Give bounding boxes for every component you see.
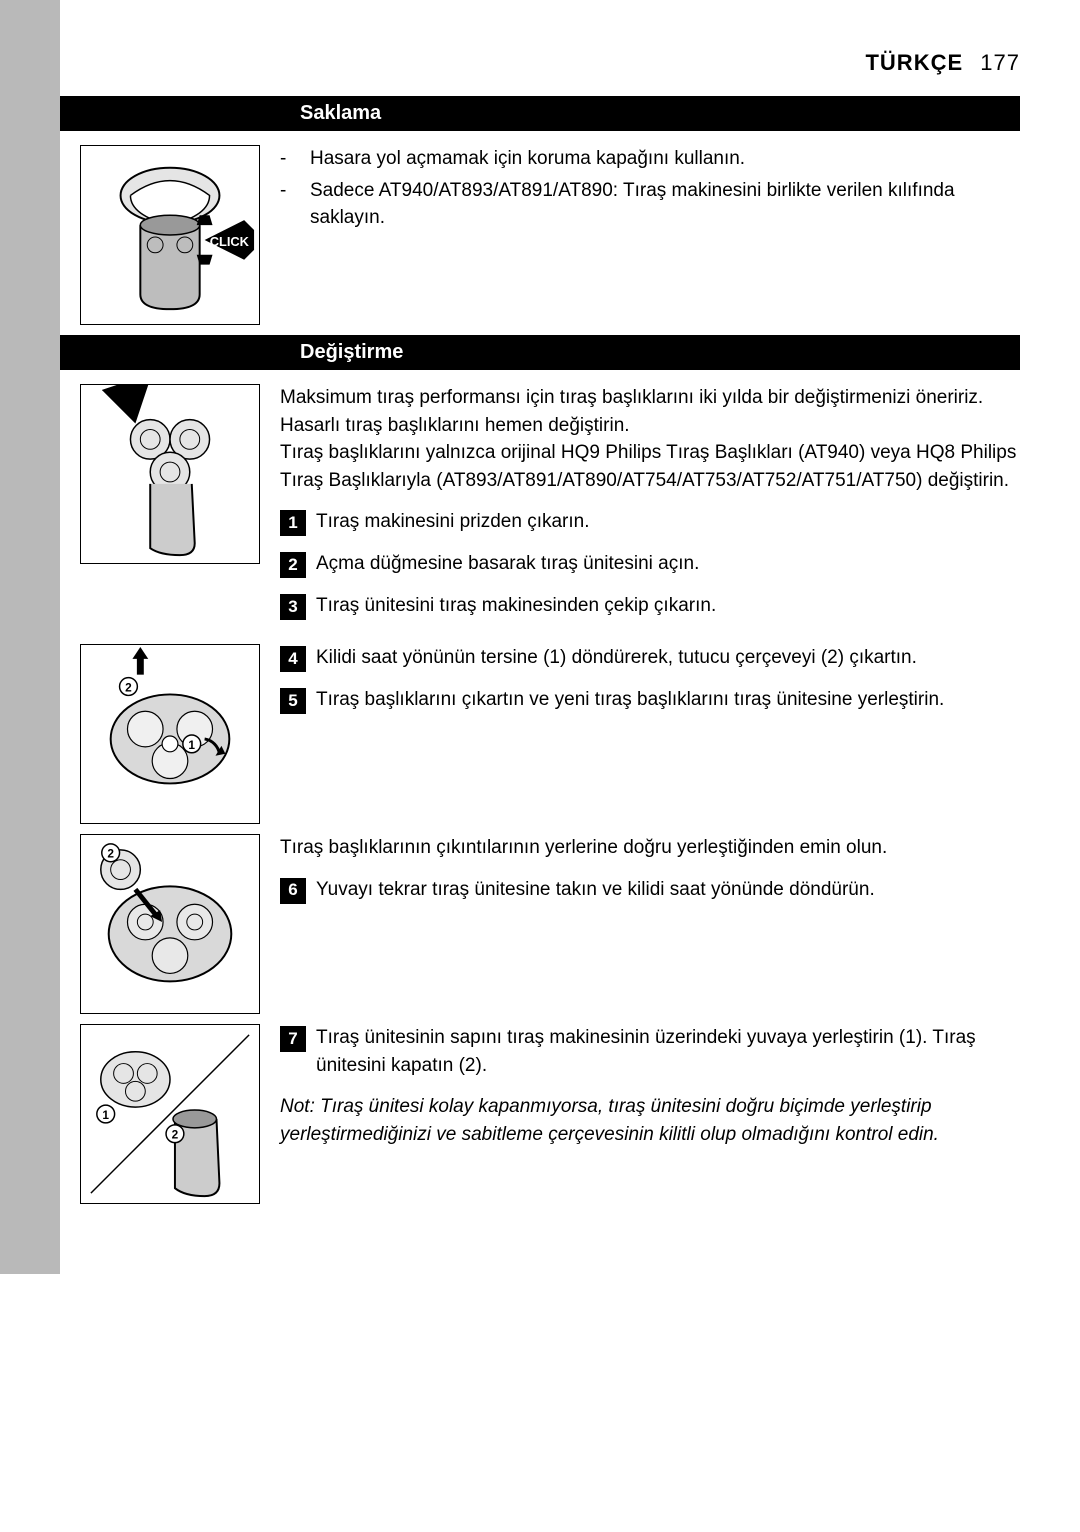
step-number-icon: 1	[280, 510, 306, 536]
svg-text:1: 1	[102, 1108, 109, 1122]
illustration-saklama-click: CLICK	[80, 145, 260, 325]
svg-text:2: 2	[107, 847, 114, 861]
bullet-text: Hasara yol açmamak için koruma kapağını …	[310, 145, 745, 173]
left-margin-bar	[0, 0, 60, 1274]
list-item: -Sadece AT940/AT893/AT891/AT890: Tıraş m…	[280, 177, 1020, 232]
section-degistirme: Değiştirme	[60, 335, 1020, 1204]
manual-page: TÜRKÇE 177 Saklama	[0, 0, 1080, 1274]
click-label: CLICK	[210, 234, 250, 249]
step-text: Yuvayı tekrar tıraş ünitesine takın ve k…	[316, 876, 1020, 904]
step-number-icon: 7	[280, 1026, 306, 1052]
language-label: TÜRKÇE	[865, 50, 963, 75]
step-text: Tıraş başlıklarını çıkartın ve yeni tıra…	[316, 686, 1020, 714]
svg-text:2: 2	[172, 1128, 179, 1142]
step-6: 6 Yuvayı tekrar tıraş ünitesine takın ve…	[280, 876, 1020, 904]
step-2: 2 Açma düğmesine basarak tıraş ünitesini…	[280, 550, 1020, 578]
page-number: 177	[980, 50, 1020, 75]
degistirme-note: Not: Tıraş ünitesi kolay kapanmıyorsa, t…	[280, 1093, 1020, 1148]
svg-text:1: 1	[188, 738, 195, 752]
step-7: 7 Tıraş ünitesinin sapını tıraş makinesi…	[280, 1024, 1020, 1079]
step-text: Tıraş makinesini prizden çıkarın.	[316, 508, 1020, 536]
step-3: 3 Tıraş ünitesini tıraş makinesinden çek…	[280, 592, 1020, 620]
step-4: 4 Kilidi saat yönünün tersine (1) döndür…	[280, 644, 1020, 672]
degistirme-intro: Maksimum tıraş performansı için tıraş ba…	[280, 384, 1020, 494]
bullet-text: Sadece AT940/AT893/AT891/AT890: Tıraş ma…	[310, 177, 1020, 232]
step-text: Tıraş ünitesini tıraş makinesinden çekip…	[316, 592, 1020, 620]
section-saklama: Saklama CLICK	[60, 96, 1020, 325]
list-item: -Hasara yol açmamak için koruma kapağını…	[280, 145, 1020, 173]
step-number-icon: 5	[280, 688, 306, 714]
step-number-icon: 4	[280, 646, 306, 672]
step-number-icon: 6	[280, 878, 306, 904]
step6-intro: Tıraş başlıklarının çıkıntılarının yerle…	[280, 834, 1020, 862]
step-text: Tıraş ünitesinin sapını tıraş makinesini…	[316, 1024, 1020, 1079]
step-5: 5 Tıraş başlıklarını çıkartın ve yeni tı…	[280, 686, 1020, 714]
step-text: Kilidi saat yönünün tersine (1) döndürer…	[316, 644, 1020, 672]
svg-text:2: 2	[125, 681, 132, 695]
step-1: 1 Tıraş makinesini prizden çıkarın.	[280, 508, 1020, 536]
step-number-icon: 3	[280, 594, 306, 620]
step-text: Açma düğmesine basarak tıraş ünitesini a…	[316, 550, 1020, 578]
section-title-degistirme: Değiştirme	[60, 335, 1020, 370]
page-header: TÜRKÇE 177	[60, 50, 1020, 76]
illustration-remove-heads	[80, 384, 260, 564]
saklama-bullet-list: -Hasara yol açmamak için koruma kapağını…	[280, 145, 1020, 232]
illustration-insert-heads: 2	[80, 834, 260, 1014]
illustration-close-unit: 1 2	[80, 1024, 260, 1204]
step-number-icon: 2	[280, 552, 306, 578]
illustration-unlock-frame: 2 1	[80, 644, 260, 824]
section-title-saklama: Saklama	[60, 96, 1020, 131]
